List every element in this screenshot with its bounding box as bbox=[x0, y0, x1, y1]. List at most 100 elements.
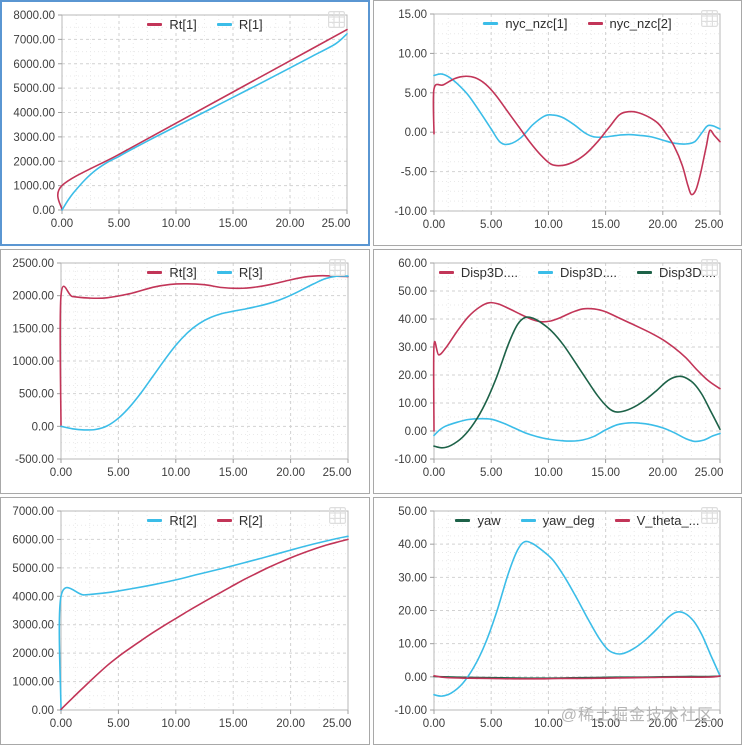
x-tick-label: 25.00 bbox=[323, 718, 352, 730]
x-tick-label: 0.00 bbox=[423, 467, 445, 479]
x-tick-label: 10.00 bbox=[534, 718, 563, 730]
chart-canvas: -500.000.00500.001000.001500.002000.0025… bbox=[12, 258, 351, 479]
y-tick-label: 2500.00 bbox=[12, 258, 54, 270]
x-tick-label: 0.00 bbox=[50, 467, 72, 479]
axis-labels: 0.00 1000.00 2000.00 3000.00 4000.00 5000.00 6… bbox=[12, 506, 351, 730]
y-tick-label: 500.00 bbox=[19, 389, 54, 401]
y-tick-label: 0.00 bbox=[405, 426, 427, 438]
axis-ticks bbox=[430, 13, 721, 215]
y-tick-label: -10.00 bbox=[394, 454, 427, 466]
panel-disp3d[interactable]: -10.00 0.00 10.00 20.00 30.00 40.00 50.00 60.00… bbox=[373, 249, 742, 494]
series-line-R[1] bbox=[61, 33, 348, 211]
y-tick-label: 0.00 bbox=[33, 205, 55, 217]
x-tick-label: 25.00 bbox=[695, 718, 724, 730]
x-tick-label: 25.00 bbox=[695, 467, 724, 479]
panel-rt2[interactable]: 0.00 1000.00 2000.00 3000.00 4000.00 5000.00 6… bbox=[0, 497, 370, 745]
axis-ticks bbox=[57, 262, 349, 463]
table-grid-icon[interactable] bbox=[701, 259, 719, 277]
series-line-nyc_nzc[1] bbox=[433, 73, 721, 146]
y-tick-label: 5.00 bbox=[405, 88, 427, 100]
x-tick-label: 10.00 bbox=[161, 467, 190, 479]
table-grid-icon[interactable] bbox=[701, 507, 719, 525]
axis-labels: -10.00 -5.00 0.00 5.00 10.00 15.00 0.00 5.00 10.… bbox=[394, 9, 723, 231]
axis-labels: -10.000.0010.0020.0030.0040.0050.0060.00… bbox=[394, 258, 723, 479]
y-tick-label: 4000.00 bbox=[12, 591, 54, 603]
x-tick-label: 0.00 bbox=[423, 718, 445, 730]
panel-yaw[interactable]: -10.00 0.00 10.00 20.00 30.00 40.00 50.00 0.00 5… bbox=[373, 497, 742, 745]
y-tick-label: -10.00 bbox=[394, 206, 427, 218]
y-tick-label: 40.00 bbox=[398, 314, 427, 326]
x-tick-label: 20.00 bbox=[276, 467, 305, 479]
x-tick-label: 10.00 bbox=[162, 218, 191, 230]
y-tick-label: -5.00 bbox=[401, 167, 427, 179]
x-tick-label: 20.00 bbox=[648, 467, 677, 479]
x-tick-label: 10.00 bbox=[534, 219, 563, 231]
y-tick-label: 4000.00 bbox=[13, 108, 55, 120]
y-tick-label: 0.00 bbox=[405, 127, 427, 139]
x-tick-label: 15.00 bbox=[591, 718, 620, 730]
series-line-yaw_deg bbox=[433, 540, 721, 697]
y-tick-label: 40.00 bbox=[398, 539, 427, 551]
x-tick-label: 0.00 bbox=[51, 218, 73, 230]
x-tick-label: 25.00 bbox=[695, 219, 724, 231]
series-line-R[2] bbox=[60, 538, 349, 711]
y-tick-label: 50.00 bbox=[398, 286, 427, 298]
table-grid-icon[interactable] bbox=[329, 259, 347, 277]
x-tick-label: 20.00 bbox=[276, 218, 305, 230]
x-tick-label: 5.00 bbox=[480, 718, 502, 730]
grid-minor bbox=[62, 15, 347, 210]
y-tick-label: 6000.00 bbox=[12, 534, 54, 546]
y-tick-label: 2000.00 bbox=[12, 291, 54, 303]
series-line-V_theta bbox=[433, 675, 721, 680]
chart-canvas: 0.00 1000.00 2000.00 3000.00 4000.00 5000.00 6… bbox=[13, 10, 350, 230]
x-tick-label: 25.00 bbox=[322, 218, 351, 230]
series-line-Rt[2] bbox=[58, 535, 349, 711]
series-line-Disp3D-1 bbox=[432, 301, 721, 432]
table-grid-icon[interactable] bbox=[328, 11, 346, 29]
y-tick-label: 1500.00 bbox=[12, 323, 54, 335]
series-line-nyc_nzc[2] bbox=[432, 75, 721, 196]
y-tick-label: 20.00 bbox=[398, 370, 427, 382]
series-line-Rt[3] bbox=[59, 274, 349, 428]
y-tick-label: 2000.00 bbox=[12, 648, 54, 660]
y-tick-label: 5000.00 bbox=[13, 83, 55, 95]
x-tick-label: 15.00 bbox=[219, 718, 248, 730]
table-grid-icon[interactable] bbox=[701, 10, 719, 28]
axis-labels: -500.000.00500.001000.001500.002000.0025… bbox=[12, 258, 351, 479]
x-tick-label: 5.00 bbox=[107, 467, 129, 479]
x-tick-label: 5.00 bbox=[107, 718, 129, 730]
grid-minor bbox=[61, 511, 348, 710]
y-tick-label: 50.00 bbox=[398, 506, 427, 518]
axis-ticks bbox=[58, 14, 348, 214]
panel-rt3[interactable]: -500.00 0.00 500.00 1000.00 1500.00 2000.00 25… bbox=[0, 249, 370, 494]
y-tick-label: 10.00 bbox=[398, 48, 427, 60]
x-tick-label: 15.00 bbox=[591, 467, 620, 479]
axis-labels: 0.00 1000.00 2000.00 3000.00 4000.00 5000.00 6… bbox=[13, 10, 350, 230]
x-tick-label: 5.00 bbox=[480, 467, 502, 479]
series-line-Rt[1] bbox=[57, 28, 348, 211]
x-tick-label: 5.00 bbox=[480, 219, 502, 231]
x-tick-label: 20.00 bbox=[648, 219, 677, 231]
x-tick-label: 15.00 bbox=[219, 218, 248, 230]
table-grid-icon[interactable] bbox=[329, 507, 347, 525]
series-line-Disp3D-3 bbox=[433, 316, 721, 449]
y-tick-label: 0.00 bbox=[32, 421, 54, 433]
y-tick-label: 10.00 bbox=[398, 398, 427, 410]
chart-canvas: -10.00 -5.00 0.00 5.00 10.00 15.00 0.00 5.00 10.… bbox=[394, 9, 723, 231]
series-line-R[3] bbox=[60, 275, 349, 431]
y-tick-label: 10.00 bbox=[398, 639, 427, 651]
y-tick-label: 15.00 bbox=[398, 9, 427, 21]
grid-major bbox=[433, 262, 721, 460]
grid-minor bbox=[434, 14, 720, 211]
y-tick-label: 2000.00 bbox=[13, 156, 55, 168]
plot-area-border bbox=[60, 510, 349, 711]
y-tick-label: 60.00 bbox=[398, 258, 427, 270]
x-tick-label: 15.00 bbox=[219, 467, 248, 479]
panel-rt1[interactable]: 0.00 1000.00 2000.00 3000.00 4000.00 5000.00 6… bbox=[0, 0, 370, 246]
y-tick-label: 8000.00 bbox=[13, 10, 55, 22]
panel-nyc-nzc[interactable]: -10.00 -5.00 0.00 5.00 10.00 15.00 0.00 5.00 10.… bbox=[373, 0, 742, 246]
grid-major bbox=[60, 262, 349, 460]
y-tick-label: 0.00 bbox=[405, 672, 427, 684]
